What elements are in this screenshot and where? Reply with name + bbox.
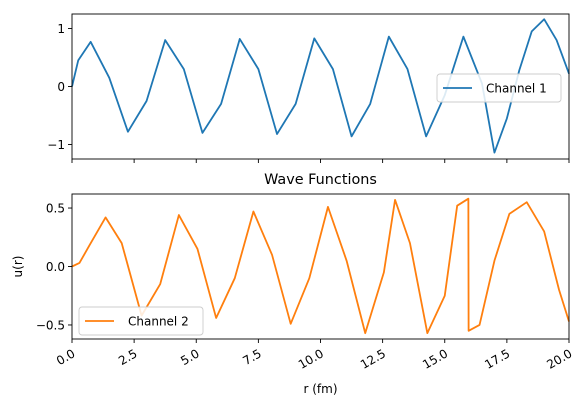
legend-box (436, 73, 562, 103)
x-tick-label: 7.5 (240, 346, 264, 368)
x-axis-label: r (fm) (303, 382, 337, 396)
y-tick-label: −1 (47, 138, 65, 152)
x-tick-label: 2.5 (116, 346, 140, 368)
channel-1-plot-area (71, 18, 570, 154)
series-line-channel-1 (71, 18, 570, 154)
chart-title: Wave Functions (264, 172, 377, 188)
legend-label-channel-1: Channel 1 (486, 82, 547, 96)
x-tick-label: 17.5 (482, 346, 512, 371)
y-tick-label: 0.5 (46, 201, 65, 215)
x-tick-label: 15.0 (420, 346, 450, 371)
y-axis-label: u(r) (11, 256, 25, 278)
channel-2-legend[interactable]: Channel 2 (78, 306, 204, 336)
x-tick-label: 0.0 (54, 346, 78, 368)
series-line-channel-2 (71, 197, 570, 335)
y-tick-label: 0.0 (46, 260, 65, 274)
channel-2-plot-area (71, 197, 570, 335)
y-tick-label: 1 (57, 22, 65, 36)
x-tick-label: 20.0 (544, 346, 574, 371)
channel-2-panel: 0.5 0.0 −0.5 0.0 2.5 5.0 7.5 10.0 12.5 15.0 17.5 20… (36, 193, 575, 372)
x-tick-label: 5.0 (178, 346, 202, 368)
y-tick-label: −0.5 (36, 318, 65, 332)
y-tick-label: 0 (57, 80, 65, 94)
channel-1-ticks: 1 0 −1 (47, 22, 570, 163)
legend-label-channel-2: Channel 2 (128, 315, 189, 329)
x-tick-label: 12.5 (358, 346, 388, 371)
legend-box (78, 306, 204, 336)
x-tick-label: 10.0 (296, 346, 326, 371)
channel-1-panel: 1 0 −1 Channel 1 (47, 13, 570, 163)
channel-1-legend[interactable]: Channel 1 (436, 73, 562, 103)
